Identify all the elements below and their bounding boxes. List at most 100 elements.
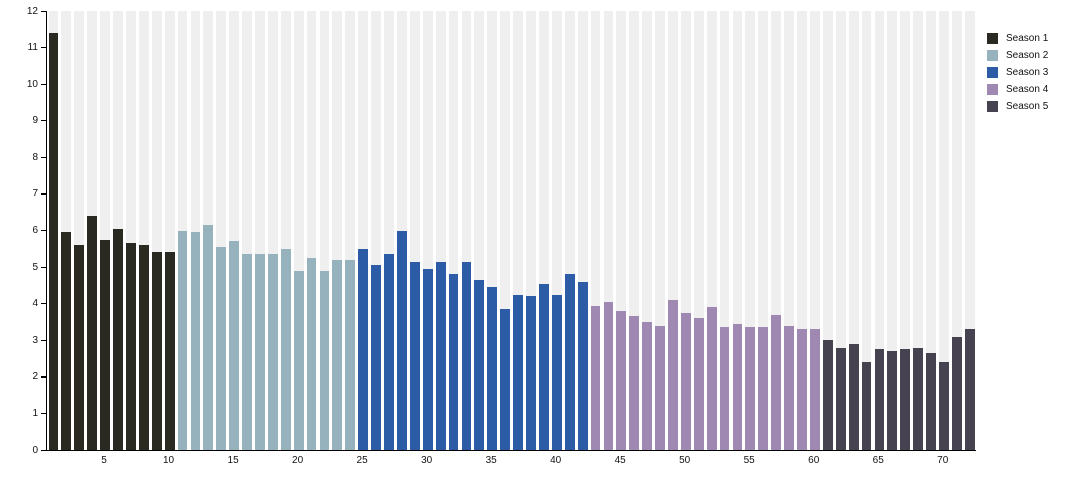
y-tick-label: 6: [32, 225, 38, 236]
background-stripe: [822, 11, 833, 450]
x-tick-label: 30: [421, 455, 433, 466]
bar-slot-episode-36: [499, 11, 512, 450]
background-stripe: [526, 11, 536, 450]
bar-slot-episode-70: [938, 11, 951, 450]
bar-episode-62: [835, 347, 846, 450]
season-5-swatch-icon: [987, 101, 998, 112]
background-stripe: [255, 11, 265, 450]
bar-episode-14: [216, 246, 227, 450]
y-tick-mark: [41, 303, 46, 305]
bar-slot-episode-67: [899, 11, 912, 450]
bar-episode-20: [293, 270, 304, 450]
background-stripe: [293, 11, 304, 450]
background-stripe: [280, 11, 291, 450]
background-stripe: [590, 11, 601, 450]
bar-slot-episode-69: [925, 11, 938, 450]
bar-episode-26: [371, 265, 381, 450]
bar-episode-29: [409, 261, 420, 450]
bar-episode-31: [435, 261, 446, 450]
bar-episode-2: [61, 232, 72, 450]
bar-slot-episode-39: [537, 11, 550, 450]
background-stripe: [448, 11, 459, 450]
y-tick-label: 3: [32, 334, 38, 346]
y-tick-mark: [41, 156, 46, 159]
bar-slot-episode-7: [124, 11, 137, 450]
background-stripe: [513, 11, 523, 450]
bar-episode-30: [422, 268, 433, 450]
background-stripe: [642, 11, 653, 450]
bar-episode-63: [848, 343, 859, 450]
background-stripe: [422, 11, 433, 450]
bar-slot-episode-12: [189, 11, 202, 450]
x-tick-label: 10: [163, 455, 175, 466]
bar-slot-episode-62: [834, 11, 847, 450]
background-stripe: [358, 11, 369, 450]
y-tick-label: 12: [26, 5, 38, 17]
bar-episode-22: [319, 270, 330, 450]
background-stripe: [629, 11, 640, 450]
x-tick-label: 65: [872, 455, 884, 466]
x-tick-label: 55: [743, 455, 755, 466]
background-stripe: [900, 11, 911, 450]
bar-slot-episode-54: [731, 11, 744, 450]
bar-episode-18: [267, 254, 278, 450]
background-stripe: [164, 11, 175, 450]
legend-label: Season 5: [1006, 101, 1049, 112]
bar-slot-episode-10: [163, 11, 176, 450]
bar-episode-67: [900, 349, 911, 450]
x-tick-label: 50: [679, 455, 691, 466]
bar-slot-episode-65: [873, 11, 886, 450]
season-2-swatch-icon: [987, 50, 998, 61]
bar-episode-39: [538, 283, 549, 450]
bar-slot-episode-8: [137, 11, 150, 450]
bar-slot-episode-30: [421, 11, 434, 450]
bar-slot-episode-2: [60, 11, 73, 450]
bar-episode-11: [177, 230, 188, 450]
bar-slot-episode-60: [808, 11, 821, 450]
y-tick-label: 7: [32, 188, 38, 200]
background-stripe: [797, 11, 807, 450]
background-stripe: [603, 11, 614, 450]
background-stripe: [332, 11, 343, 450]
bar-slot-episode-38: [525, 11, 538, 450]
bar-episode-47: [642, 321, 653, 450]
bar-episode-54: [732, 323, 743, 450]
x-tick-label: 15: [227, 455, 239, 466]
background-stripe: [784, 11, 794, 450]
y-tick-mark: [41, 449, 46, 451]
bar-episode-8: [138, 245, 149, 450]
bar-slot-episode-24: [344, 11, 357, 450]
bar-episode-37: [513, 294, 523, 450]
bar-slot-episode-58: [783, 11, 796, 450]
bar-slot-episode-17: [254, 11, 267, 450]
bar-slot-episode-52: [705, 11, 718, 450]
bar-episode-64: [861, 362, 872, 450]
background-stripe: [371, 11, 381, 450]
bar-episode-49: [668, 300, 678, 450]
bar-episode-12: [190, 232, 201, 450]
background-stripe: [551, 11, 562, 450]
bar-slot-episode-4: [86, 11, 99, 450]
bar-episode-61: [822, 340, 833, 450]
bar-episode-71: [951, 336, 962, 450]
bar-slot-episode-29: [408, 11, 421, 450]
background-stripe: [693, 11, 704, 450]
background-stripe: [719, 11, 730, 450]
bar-episode-13: [203, 225, 214, 450]
bar-slot-episode-34: [473, 11, 486, 450]
background-stripe: [538, 11, 549, 450]
y-tick-mark: [41, 230, 46, 232]
bar-slot-episode-49: [667, 11, 680, 450]
bar-slot-episode-35: [486, 11, 499, 450]
background-stripe: [616, 11, 627, 450]
legend: Season 1 Season 2 Season 3 Season 4 Seas…: [987, 33, 1048, 118]
y-tick-mark: [41, 120, 46, 122]
background-stripe: [306, 11, 317, 450]
background-stripe: [706, 11, 717, 450]
bar-episode-52: [706, 307, 717, 450]
bar-episode-24: [345, 259, 356, 450]
background-stripe: [745, 11, 756, 450]
bar-episode-56: [758, 327, 769, 450]
background-stripe: [100, 11, 110, 450]
background-stripe: [810, 11, 820, 450]
